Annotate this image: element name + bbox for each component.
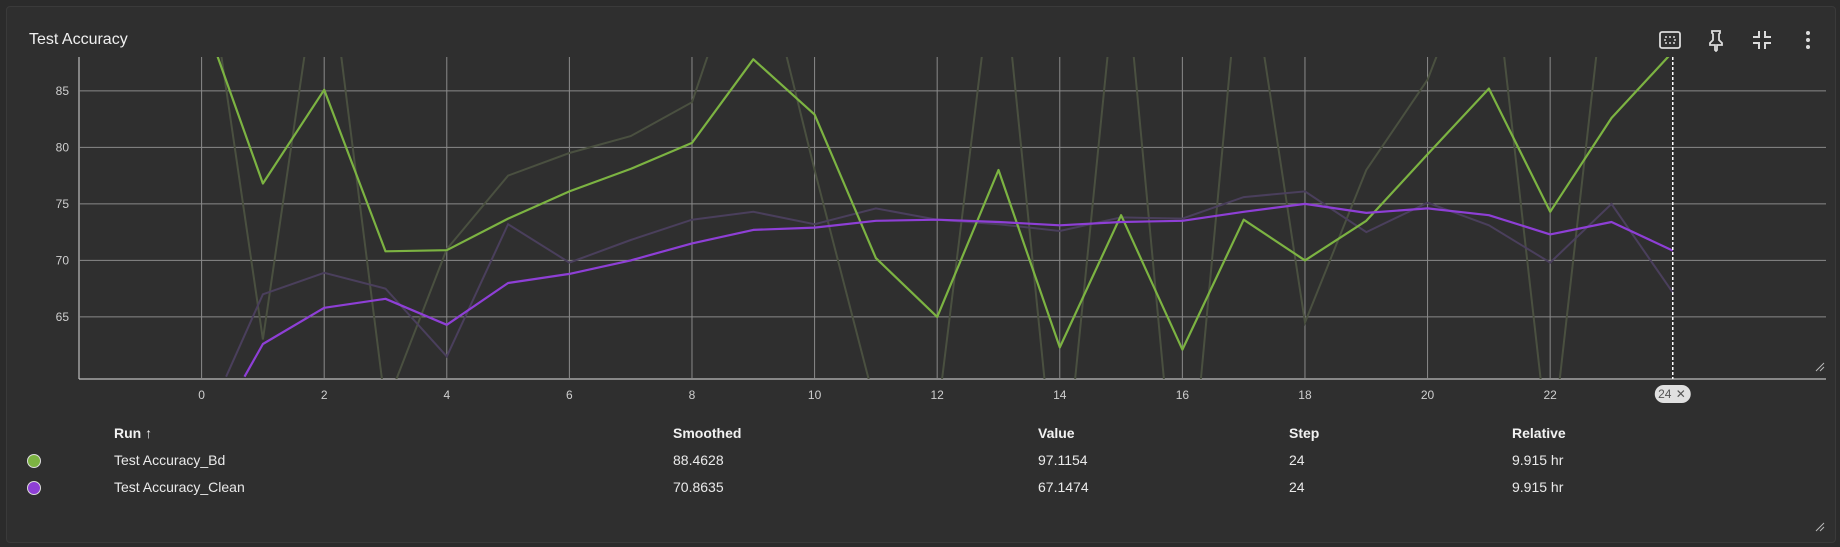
y-tick-label: 75 [56, 197, 70, 211]
hover-close-icon: ✕ [1676, 387, 1686, 401]
run-color-dot [27, 454, 41, 468]
chart-resize-handle[interactable] [1815, 359, 1825, 372]
x-tick-label: 6 [566, 388, 573, 402]
fit-domain-icon[interactable] [1657, 27, 1683, 53]
x-tick-label: 14 [1053, 388, 1067, 402]
x-tick-label: 4 [443, 388, 450, 402]
collapse-icon[interactable] [1749, 27, 1775, 53]
run-name: Test Accuracy_Bd [114, 452, 226, 468]
column-header-run[interactable]: Run ↑ [114, 425, 153, 441]
column-header-smoothed[interactable]: Smoothed [673, 425, 742, 441]
hover-step-chip[interactable]: 24 ✕ [1654, 385, 1691, 403]
run-name: Test Accuracy_Clean [114, 479, 245, 495]
smoothed-line-clean [243, 202, 1674, 378]
x-tick-label: 2 [321, 388, 328, 402]
chart-grid [78, 57, 1826, 380]
x-tick-label: 22 [1543, 388, 1557, 402]
card-toolbar [1657, 27, 1821, 53]
scalar-card: Test Accuracy 0 2 4 6 8 10 12 14 16 18 20 22 65 70 75… [6, 6, 1836, 543]
y-tick-label: 70 [56, 253, 70, 267]
table-row: Test Accuracy_Clean 70.8635 67.1474 24 9… [7, 479, 1837, 503]
x-tick-label: 10 [808, 388, 822, 402]
raw-value: 67.1474 [1038, 479, 1089, 495]
hover-chip-bg [1654, 385, 1691, 403]
x-tick-label: 0 [198, 388, 205, 402]
y-axis-ticks: 65 70 75 80 85 [56, 84, 70, 324]
y-tick-label: 85 [56, 84, 70, 98]
card-title: Test Accuracy [29, 31, 128, 48]
relative-time: 9.915 hr [1512, 452, 1564, 468]
raw-value: 97.1154 [1038, 452, 1088, 468]
smoothed-series-lines [216, 57, 1674, 378]
x-tick-label: 12 [930, 388, 944, 402]
y-tick-label: 80 [56, 140, 70, 154]
smoothed-line-bd [216, 57, 1670, 351]
table-resize-handle[interactable] [1815, 519, 1825, 532]
column-header-value[interactable]: Value [1038, 425, 1075, 441]
x-tick-label: 20 [1421, 388, 1435, 402]
more-vert-icon[interactable] [1795, 27, 1821, 53]
run-color-dot [27, 481, 41, 495]
column-header-step[interactable]: Step [1289, 425, 1320, 441]
step-value: 24 [1289, 452, 1305, 468]
hover-step-label: 24 [1658, 387, 1672, 401]
relative-time: 9.915 hr [1512, 479, 1564, 495]
x-tick-label: 16 [1176, 388, 1190, 402]
y-tick-label: 65 [56, 310, 70, 324]
pin-icon[interactable] [1703, 27, 1729, 53]
smoothed-value: 70.8635 [673, 479, 724, 495]
x-tick-label: 8 [689, 388, 696, 402]
column-header-relative[interactable]: Relative [1512, 425, 1566, 441]
x-axis-ticks: 0 2 4 6 8 10 12 14 16 18 20 22 [198, 388, 1557, 402]
step-value: 24 [1289, 479, 1305, 495]
x-tick-label: 18 [1298, 388, 1312, 402]
smoothed-value: 88.4628 [673, 452, 724, 468]
table-row: Test Accuracy_Bd 88.4628 97.1154 24 9.91… [7, 452, 1837, 476]
